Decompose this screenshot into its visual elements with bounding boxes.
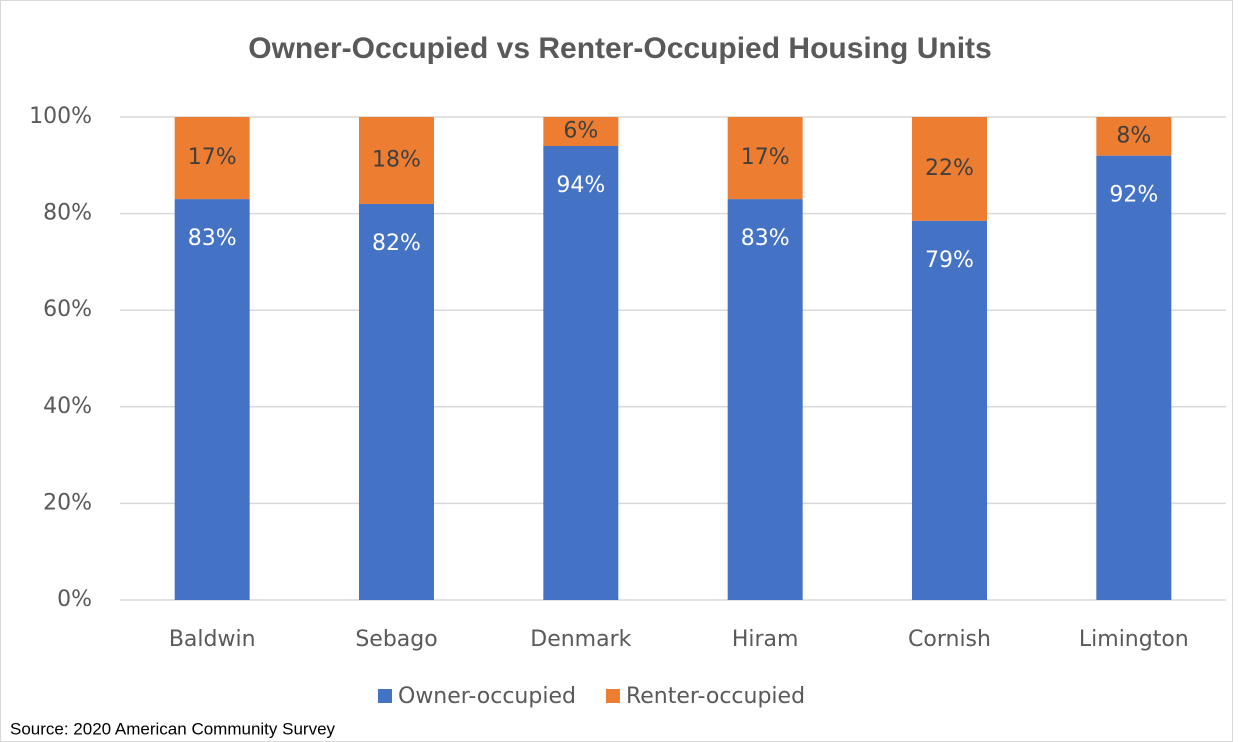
legend-label: Owner-occupied — [398, 684, 576, 709]
bar-segment — [359, 203, 434, 600]
bar-segment — [359, 117, 434, 204]
legend-swatch — [605, 689, 620, 703]
y-tick-label: 0% — [57, 587, 92, 612]
legend-label: Renter-occupied — [626, 684, 805, 709]
data-label: 83% — [741, 226, 790, 251]
x-tick-label: Cornish — [908, 627, 991, 652]
bar-segment — [543, 117, 619, 146]
y-tick-label: 20% — [43, 490, 92, 515]
bar-segment — [1096, 117, 1172, 156]
x-tick-label: Hiram — [732, 627, 799, 652]
legend-swatch — [378, 689, 392, 703]
data-label: 79% — [925, 248, 974, 273]
bar-segment — [727, 117, 803, 200]
x-tick-label: Denmark — [530, 627, 631, 652]
y-tick-label: 60% — [43, 297, 92, 322]
bar-segment — [1096, 155, 1172, 600]
bar-segment — [912, 220, 987, 600]
data-label: 8% — [1116, 123, 1151, 148]
x-tick-label: Baldwin — [169, 627, 256, 652]
bar-segment — [174, 199, 250, 601]
x-tick-label: Limington — [1079, 627, 1189, 652]
data-label: 92% — [1109, 183, 1158, 208]
bar-segment — [727, 199, 803, 601]
bar-segment — [174, 117, 250, 200]
source-note: Source: 2020 American Community Survey — [10, 719, 336, 738]
data-label: 22% — [925, 156, 974, 181]
bar-segment — [543, 145, 619, 601]
data-label: 17% — [188, 145, 237, 170]
data-label: 6% — [563, 118, 598, 143]
data-label: 17% — [741, 145, 790, 170]
data-label: 82% — [372, 231, 421, 256]
data-label: 94% — [556, 173, 605, 198]
bar-segment — [912, 117, 987, 221]
y-tick-label: 100% — [29, 104, 92, 129]
y-tick-label: 40% — [43, 394, 92, 419]
x-tick-label: Sebago — [355, 627, 437, 652]
y-tick-label: 80% — [43, 201, 92, 226]
data-label: 83% — [188, 226, 237, 251]
data-label: 18% — [372, 147, 421, 172]
chart-title: Owner-Occupied vs Renter-Occupied Housin… — [248, 32, 991, 65]
